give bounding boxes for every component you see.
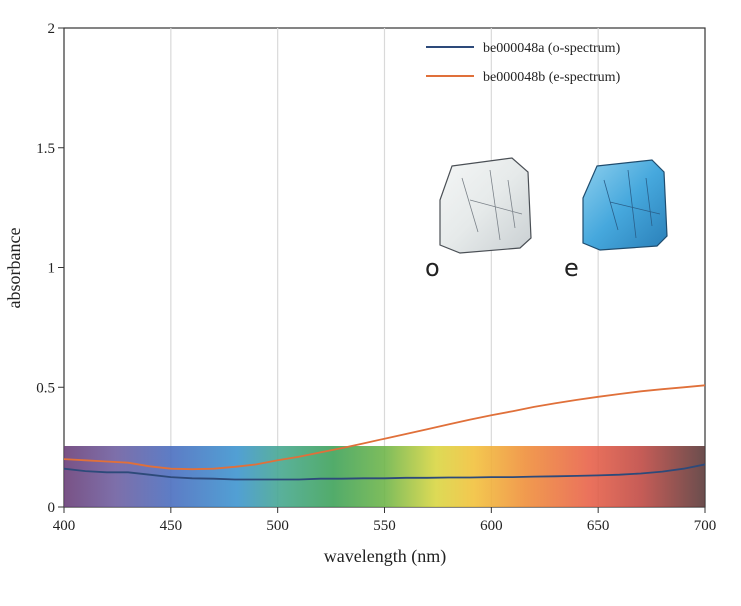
crystal-e-image — [582, 159, 668, 251]
x-tick-label: 650 — [587, 518, 610, 534]
y-tick-label: 1.5 — [36, 141, 55, 157]
x-tick-label: 600 — [480, 518, 503, 534]
series-group — [64, 384, 705, 481]
legend-label-o: be000048a (o-spectrum) — [483, 41, 621, 56]
y-axis: 0 0.5 1 1.5 2 — [36, 21, 64, 516]
crystal-images: o e — [425, 157, 668, 282]
y-tick-label: 2 — [48, 21, 56, 37]
y-tick-label: 1 — [48, 261, 56, 277]
crystal-o-label: o — [425, 254, 440, 282]
legend: be000048a (o-spectrum) be000048b (e-spec… — [426, 41, 621, 85]
x-axis-title: wavelength (nm) — [324, 546, 446, 567]
series-line-o-spectrum — [64, 463, 705, 481]
y-axis-title: absorbance — [4, 228, 24, 309]
series-line-e-spectrum — [64, 384, 705, 471]
x-tick-label: 550 — [373, 518, 396, 534]
vertical-gridlines — [170, 28, 599, 507]
x-axis: 400 450 500 550 600 650 700 — [53, 507, 717, 534]
y-tick-label: 0 — [48, 500, 56, 516]
crystal-o-image — [439, 157, 532, 254]
x-tick-label: 700 — [694, 518, 717, 534]
x-tick-label: 400 — [53, 518, 76, 534]
x-tick-label: 500 — [266, 518, 289, 534]
y-tick-label: 0.5 — [36, 380, 55, 396]
legend-label-e: be000048b (e-spectrum) — [483, 70, 621, 85]
crystal-e-label: e — [564, 254, 579, 282]
x-tick-label: 450 — [160, 518, 183, 534]
